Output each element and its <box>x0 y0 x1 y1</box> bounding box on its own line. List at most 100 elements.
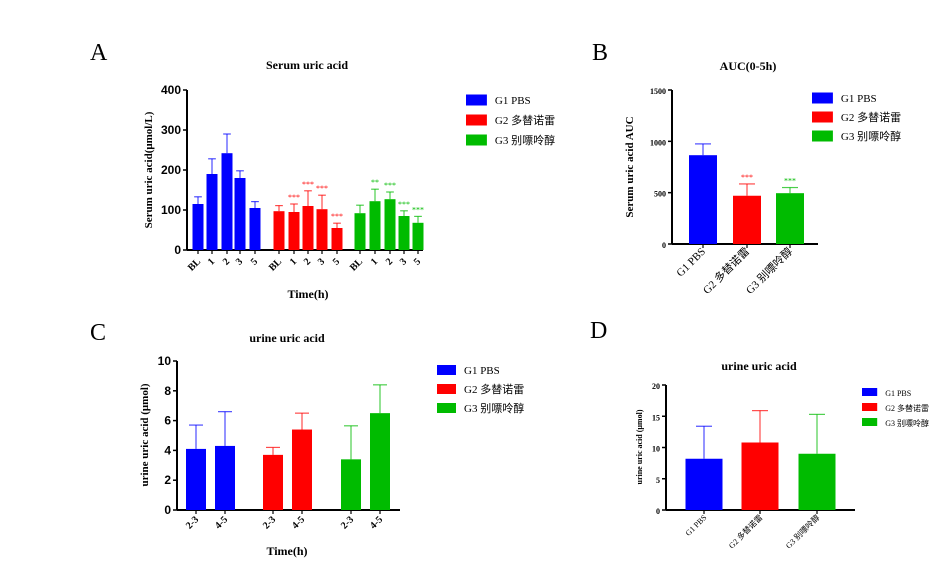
y-tick-label: 400 <box>161 83 181 97</box>
x-tick-label: 2 <box>221 256 232 267</box>
x-tick-label: 1 <box>369 256 380 267</box>
y-axis-label: Serum uric acid AUC <box>624 116 636 217</box>
legend-label: G3 别嘌呤醇 <box>841 129 901 143</box>
legend-label: G2 多替诺雷 <box>464 382 524 396</box>
significance-label: *** <box>302 180 314 189</box>
legend-swatch-g3 <box>466 134 487 146</box>
bar-g2 <box>741 442 779 510</box>
legend-label: G1 PBS <box>495 95 531 107</box>
legend-swatch-g1 <box>466 94 487 106</box>
x-tick-label: 2-3 <box>261 514 278 531</box>
x-tick-label: 5 <box>412 256 423 267</box>
significance-label: *** <box>398 200 410 209</box>
significance-label: ** <box>371 178 379 187</box>
y-tick-label: 100 <box>161 203 181 217</box>
y-tick-label: 15 <box>652 413 660 422</box>
chart-title: urine uric acid <box>721 359 797 373</box>
legend-swatch-g1 <box>812 92 833 104</box>
y-tick-label: 6 <box>164 414 171 428</box>
x-tick-label: 3 <box>316 256 327 267</box>
significance-label: *** <box>741 173 753 182</box>
panel-letter: C <box>90 320 106 346</box>
legend-swatch-g2 <box>862 403 878 411</box>
bar-g2 <box>302 206 314 250</box>
panel-letter: B <box>592 40 608 66</box>
bar-g3 <box>354 213 366 250</box>
x-tick-label: 2 <box>384 256 395 267</box>
x-tick-label: G3 别嘌呤醇 <box>743 244 795 296</box>
x-tick-label: 5 <box>331 256 342 267</box>
legend-label: G1 PBS <box>464 365 500 377</box>
bar-g3 <box>412 222 424 250</box>
legend-swatch-g1 <box>437 365 456 375</box>
bar-g3 <box>384 199 396 250</box>
bar-g2 <box>288 212 300 250</box>
legend-label: G3 别嘌呤醇 <box>495 133 555 147</box>
legend-swatch-g3 <box>862 418 878 426</box>
bar-g1 <box>221 153 233 250</box>
bar-g2 <box>316 209 328 250</box>
legend-swatch-g2 <box>812 111 833 123</box>
x-axis-label: Time(h) <box>287 287 328 301</box>
legend-label: G1 PBS <box>885 389 911 398</box>
bar-g1 <box>192 204 204 250</box>
significance-label: *** <box>331 212 343 221</box>
legend-swatch-g1 <box>862 388 878 396</box>
y-tick-label: 0 <box>174 243 181 257</box>
x-tick-label: 4-5 <box>290 514 307 531</box>
y-tick-label: 4 <box>164 443 171 457</box>
bar-g2 <box>733 195 761 244</box>
legend-swatch-g2 <box>437 384 456 394</box>
bar-g2 <box>263 454 283 510</box>
x-tick-label: 1 <box>288 256 299 267</box>
x-tick-label: G1 PBS <box>684 513 709 538</box>
legend-label: G2 多替诺雷 <box>841 110 901 124</box>
x-tick-label: 5 <box>249 256 260 267</box>
chart-title: Serum uric acid <box>266 58 348 72</box>
y-axis-label: urine uric acid (μmol) <box>139 383 151 486</box>
y-tick-label: 20 <box>652 382 660 391</box>
legend-label: G1 PBS <box>841 93 877 105</box>
bar-g3 <box>341 459 361 510</box>
x-tick-label: BL <box>348 256 365 273</box>
bar-g2 <box>292 429 312 510</box>
legend-swatch-g2 <box>466 114 487 126</box>
bar-g3 <box>776 193 804 244</box>
chart-title: AUC(0-5h) <box>720 59 777 73</box>
x-tick-label: 4-5 <box>368 514 385 531</box>
legend-label: G2 多替诺雷 <box>495 113 555 127</box>
legend-label: G3 别嘌呤醇 <box>464 401 524 415</box>
x-tick-label: BL <box>267 256 284 273</box>
chart-title: urine uric acid <box>249 331 325 345</box>
y-tick-label: 8 <box>164 384 171 398</box>
x-tick-label: G3 别嘌呤醇 <box>783 512 821 550</box>
bar-g1 <box>186 448 206 510</box>
x-tick-label: 3 <box>234 256 245 267</box>
bar-g1 <box>234 178 246 250</box>
significance-label: *** <box>288 193 300 202</box>
x-tick-label: BL <box>186 256 203 273</box>
y-tick-label: 0 <box>656 507 660 516</box>
y-tick-label: 5 <box>656 476 660 485</box>
y-tick-label: 1500 <box>650 87 666 96</box>
x-tick-label: 2-3 <box>339 514 356 531</box>
y-tick-label: 2 <box>164 473 171 487</box>
panel-letter: D <box>590 318 607 344</box>
significance-label: *** <box>412 205 424 214</box>
x-tick-label: 1 <box>206 256 217 267</box>
legend-swatch-g3 <box>437 403 456 413</box>
bar-g1 <box>689 155 717 244</box>
x-axis-label: Time(h) <box>266 544 307 558</box>
y-tick-label: 0 <box>164 503 171 517</box>
x-tick-label: G2 多替诺雷 <box>726 512 764 550</box>
y-tick-label: 0 <box>662 241 666 250</box>
legend-swatch-g3 <box>812 130 833 142</box>
x-tick-label: 4-5 <box>213 514 230 531</box>
significance-label: *** <box>316 184 328 193</box>
x-tick-label: G1 PBS <box>674 246 708 280</box>
significance-label: *** <box>784 177 796 186</box>
y-tick-label: 500 <box>654 190 666 199</box>
y-tick-label: 1000 <box>650 138 666 147</box>
